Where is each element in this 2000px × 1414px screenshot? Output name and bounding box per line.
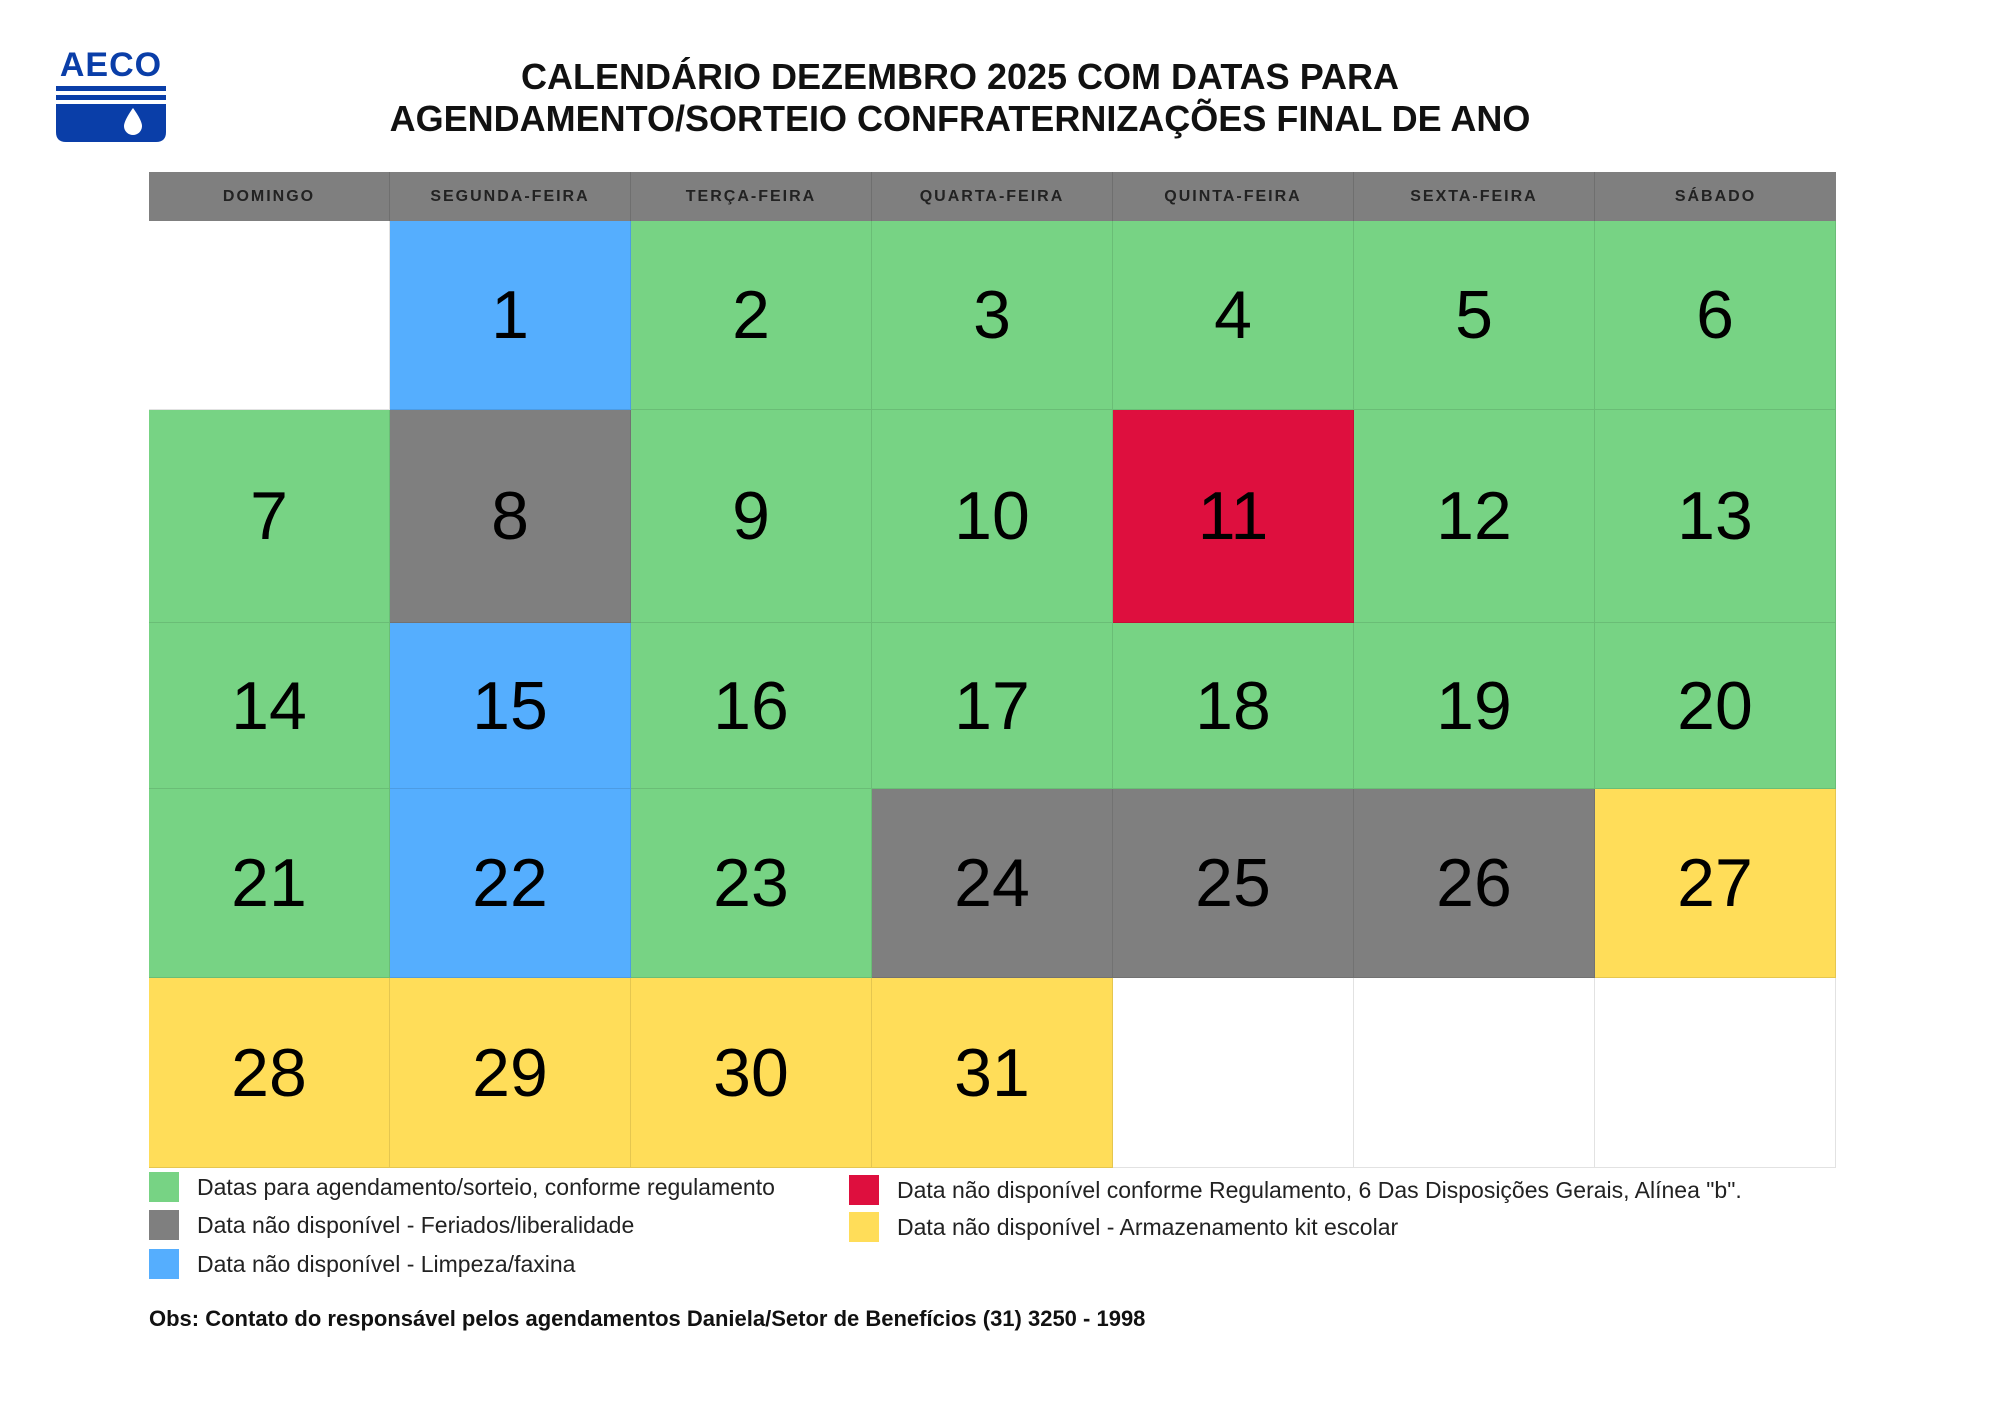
- legend-label: Datas para agendamento/sorteio, conforme…: [197, 1173, 775, 1200]
- legend-item-available: Datas para agendamento/sorteio, conforme…: [149, 1172, 775, 1202]
- legend-item-cleaning: Data não disponível - Limpeza/faxina: [149, 1249, 575, 1279]
- day-cell: 1: [390, 221, 631, 410]
- calendar-grid: DOMINGO SEGUNDA-FEIRA TERÇA-FEIRA QUARTA…: [149, 172, 1836, 1168]
- legend-swatch-blue: [149, 1249, 179, 1279]
- day-cell: 15: [390, 623, 631, 789]
- day-cell: [1595, 978, 1836, 1168]
- day-cell: 9: [631, 410, 872, 623]
- aeco-logo-graphic: [56, 86, 166, 142]
- weekday-friday: SEXTA-FEIRA: [1354, 172, 1595, 221]
- week-row-4: 21 22 23 24 25 26 27: [149, 789, 1836, 978]
- weekday-header-row: DOMINGO SEGUNDA-FEIRA TERÇA-FEIRA QUARTA…: [149, 172, 1836, 221]
- day-cell: 2: [631, 221, 872, 410]
- day-cell: 6: [1595, 221, 1836, 410]
- week-row-5: 28 29 30 31: [149, 978, 1836, 1168]
- legend-item-school-kit: Data não disponível - Armazenamento kit …: [849, 1212, 1398, 1242]
- day-cell: 19: [1354, 623, 1595, 789]
- day-cell: 29: [390, 978, 631, 1168]
- day-cell: 4: [1113, 221, 1354, 410]
- day-cell: 11: [1113, 410, 1354, 623]
- day-cell: 28: [149, 978, 390, 1168]
- weekday-saturday: SÁBADO: [1674, 187, 1757, 205]
- day-cell: 14: [149, 623, 390, 789]
- day-cell: 30: [631, 978, 872, 1168]
- page-title: CALENDÁRIO DEZEMBRO 2025 COM DATAS PARA …: [240, 56, 1680, 140]
- weekday-thursday: QUINTA-FEIRA: [1113, 172, 1354, 221]
- day-cell: 12: [1354, 410, 1595, 623]
- day-cell: 8: [390, 410, 631, 623]
- legend-swatch-yellow: [849, 1212, 879, 1242]
- aeco-logo: AECO: [56, 48, 166, 142]
- legend-item-regulation: Data não disponível conforme Regulamento…: [849, 1175, 1742, 1205]
- title-line-1: CALENDÁRIO DEZEMBRO 2025 COM DATAS PARA: [520, 56, 1400, 97]
- legend-label: Data não disponível - Limpeza/faxina: [197, 1250, 576, 1277]
- weekday-monday: SEGUNDA-FEIRA: [390, 172, 631, 221]
- weekday-sunday: DOMINGO: [149, 172, 390, 221]
- legend-label: Data não disponível conforme Regulamento…: [897, 1176, 1742, 1203]
- day-cell: 21: [149, 789, 390, 978]
- day-cell: [149, 221, 390, 410]
- contact-note: Obs: Contato do responsável pelos agenda…: [149, 1306, 1146, 1331]
- legend-swatch-gray: [149, 1210, 179, 1240]
- day-cell: 22: [390, 789, 631, 978]
- legend-swatch-green: [149, 1172, 179, 1202]
- day-cell: 27: [1595, 789, 1836, 978]
- logo-text: AECO: [59, 46, 163, 84]
- week-row-1: 1 2 3 4 5 6: [149, 221, 1836, 410]
- weekday-tuesday: TERÇA-FEIRA: [631, 172, 872, 221]
- day-cell: 24: [872, 789, 1113, 978]
- day-cell: 17: [872, 623, 1113, 789]
- day-cell: 18: [1113, 623, 1354, 789]
- day-cell: 16: [631, 623, 872, 789]
- legend-item-holidays: Data não disponível - Feriados/liberalid…: [149, 1210, 634, 1240]
- day-cell: 3: [872, 221, 1113, 410]
- day-cell: 31: [872, 978, 1113, 1168]
- legend-label: Data não disponível - Armazenamento kit …: [897, 1213, 1399, 1240]
- legend-label: Data não disponível - Feriados/liberalid…: [197, 1211, 635, 1238]
- day-cell: [1113, 978, 1354, 1168]
- day-cell: 26: [1354, 789, 1595, 978]
- week-row-2: 7 8 9 10 11 12 13: [149, 410, 1836, 623]
- day-cell: [1354, 978, 1595, 1168]
- day-cell: 5: [1354, 221, 1595, 410]
- day-cell: 25: [1113, 789, 1354, 978]
- day-cell: 13: [1595, 410, 1836, 623]
- legend: Datas para agendamento/sorteio, conforme…: [149, 1172, 1849, 1292]
- legend-swatch-red: [849, 1175, 879, 1205]
- day-cell: 10: [872, 410, 1113, 623]
- day-cell: 20: [1595, 623, 1836, 789]
- day-cell: 7: [149, 410, 390, 623]
- title-line-2: AGENDAMENTO/SORTEIO CONFRATERNIZAÇÕES FI…: [389, 98, 1531, 139]
- day-cell: 23: [631, 789, 872, 978]
- weekday-wednesday: QUARTA-FEIRA: [872, 172, 1113, 221]
- week-row-3: 14 15 16 17 18 19 20: [149, 623, 1836, 789]
